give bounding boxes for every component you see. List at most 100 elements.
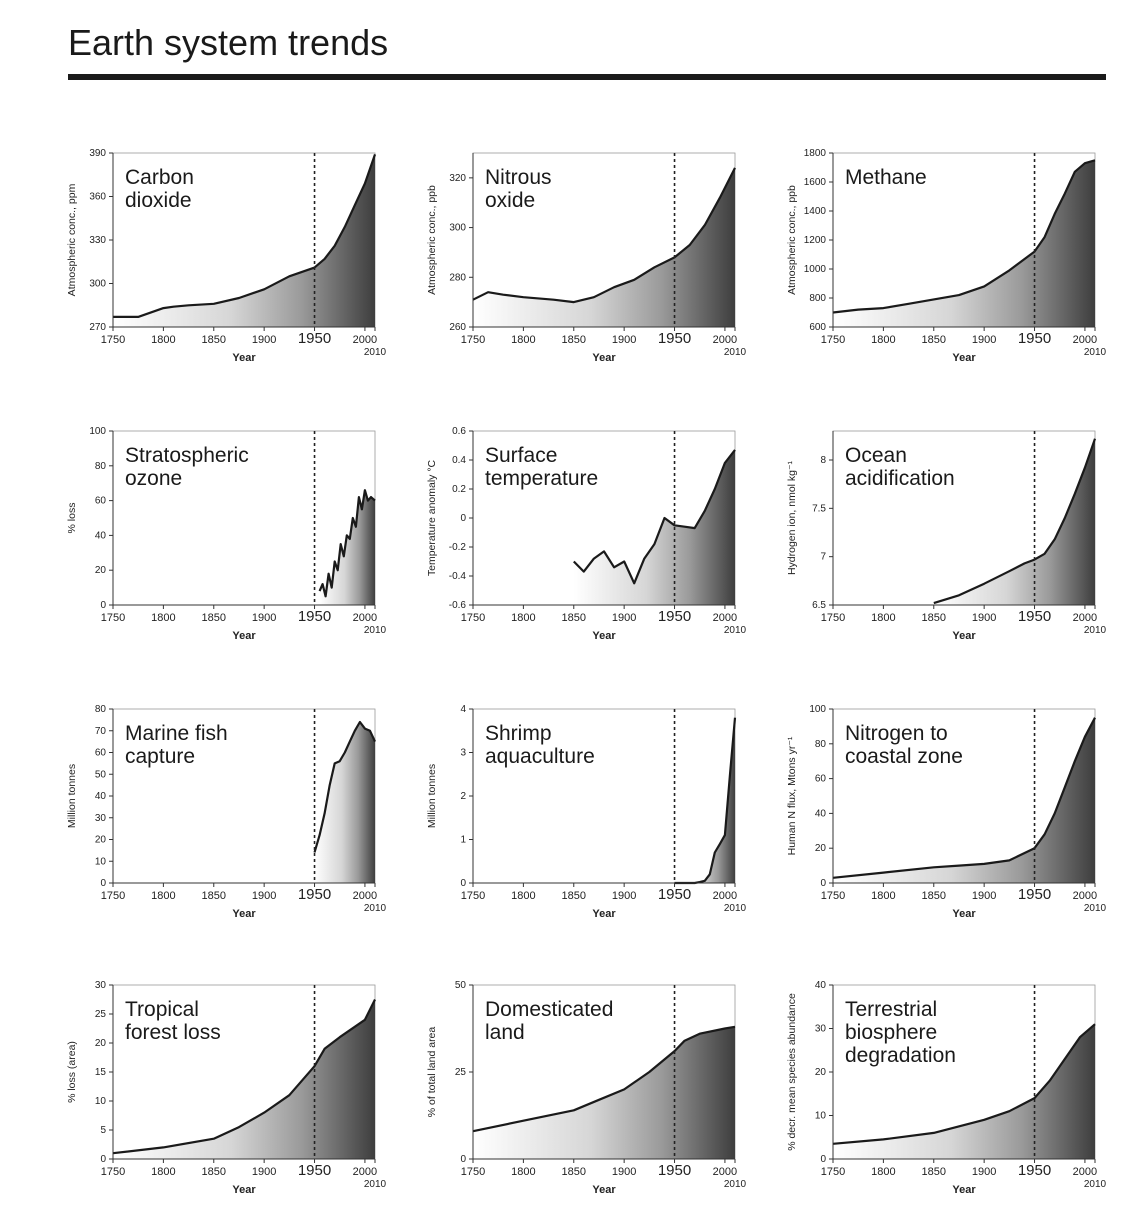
x-tick-label: 1800 (511, 890, 535, 902)
x-axis-label: Year (952, 1184, 976, 1196)
x-tick-label: 1750 (461, 334, 485, 346)
x-tick-label: 1750 (461, 612, 485, 624)
y-tick-label: 1 (460, 835, 466, 846)
x-axis-label: Year (592, 908, 616, 920)
x-tick-label: 1750 (461, 1166, 485, 1178)
y-tick-label: 25 (95, 1009, 107, 1020)
series-area (674, 717, 735, 883)
x-end-tick-label: 2010 (724, 1179, 747, 1190)
y-tick-label: 300 (89, 279, 106, 290)
x-tick-label: 1950 (298, 608, 331, 625)
chart-title-line: Methane (845, 166, 927, 189)
x-tick-label: 1850 (922, 890, 946, 902)
x-tick-label: 1850 (922, 612, 946, 624)
x-tick-label: 1750 (821, 1166, 845, 1178)
y-tick-label: 270 (89, 322, 106, 333)
x-tick-label: 1900 (252, 890, 276, 902)
y-tick-label: 40 (815, 980, 827, 991)
x-tick-label: 1750 (821, 890, 845, 902)
x-tick-label: 1800 (871, 334, 895, 346)
y-tick-label: 330 (89, 235, 106, 246)
y-tick-label: 60 (95, 748, 107, 759)
x-tick-label: 1850 (202, 612, 226, 624)
y-axis-label: Human N flux, Mtons yr⁻¹ (786, 736, 798, 855)
y-tick-label: 1600 (804, 177, 827, 188)
chart-panel: 270 300 330 360 390 1750 1800 1850 1900 1950 20002… (66, 148, 387, 364)
x-tick-label: 1950 (1018, 886, 1051, 903)
chart-title-line: Nitrogen to (845, 722, 948, 745)
x-tick-label: 1800 (871, 612, 895, 624)
x-axis-label: Year (952, 352, 976, 364)
y-tick-label: 50 (95, 769, 107, 780)
y-tick-label: -0.2 (449, 542, 467, 553)
x-end-tick-label: 2010 (364, 903, 387, 914)
y-tick-label: 0.4 (452, 455, 466, 466)
chart-title-line: degradation (845, 1044, 956, 1067)
y-tick-label: 1800 (804, 148, 827, 159)
series-line (472, 167, 736, 304)
x-tick-label: 1800 (871, 1166, 895, 1178)
series-line (472, 1025, 736, 1133)
series-area (113, 154, 375, 327)
y-axis-label: % loss (66, 503, 78, 534)
x-tick-label: 1800 (511, 612, 535, 624)
series-area (833, 717, 1095, 883)
y-tick-label: 0.6 (452, 426, 466, 437)
series-area (473, 167, 735, 327)
y-tick-label: 0 (460, 513, 466, 524)
y-tick-label: 0 (100, 600, 106, 611)
x-tick-label: 1950 (298, 1162, 331, 1179)
chart-title-line: aquaculture (485, 745, 595, 768)
x-axis-label: Year (592, 1184, 616, 1196)
series-line (318, 489, 376, 598)
x-end-tick-label: 2010 (364, 625, 387, 636)
x-tick-label: 1950 (658, 1162, 691, 1179)
x-axis-label: Year (232, 908, 256, 920)
chart-title-line: Domesticated (485, 998, 613, 1021)
x-tick-label: 1850 (202, 890, 226, 902)
chart-panel: 0 20 40 60 80 100 1750 1800 1850 1900 1950 20002010… (66, 426, 387, 642)
chart-title-line: ozone (125, 467, 182, 490)
y-tick-label: 50 (455, 980, 467, 991)
y-tick-label: 3 (460, 748, 466, 759)
y-tick-label: 70 (95, 726, 107, 737)
x-tick-label: 1800 (151, 612, 175, 624)
x-tick-label: 1850 (562, 612, 586, 624)
chart-title-line: coastal zone (845, 745, 963, 768)
x-tick-label: 2000 (1073, 612, 1097, 624)
y-tick-label: 20 (815, 843, 827, 854)
series-area (573, 449, 735, 605)
x-tick-label: 1750 (821, 612, 845, 624)
series-area (314, 722, 375, 883)
x-tick-label: 2000 (713, 1166, 737, 1178)
x-tick-label: 1800 (151, 334, 175, 346)
y-axis-label: Atmospheric conc., ppb (786, 185, 798, 295)
y-tick-label: 80 (95, 461, 107, 472)
x-tick-label: 1950 (658, 886, 691, 903)
y-tick-label: 0.2 (452, 484, 466, 495)
x-tick-label: 1750 (101, 1166, 125, 1178)
y-tick-label: 15 (95, 1067, 107, 1078)
x-end-tick-label: 2010 (1084, 347, 1107, 358)
y-tick-label: 0 (820, 878, 826, 889)
y-tick-label: 40 (95, 530, 107, 541)
y-tick-label: 80 (95, 704, 107, 715)
y-tick-label: 2 (460, 791, 466, 802)
x-end-tick-label: 2010 (724, 347, 747, 358)
y-tick-label: 20 (95, 835, 107, 846)
y-tick-label: 0 (820, 1154, 826, 1165)
x-tick-label: 2000 (353, 1166, 377, 1178)
y-tick-label: -0.4 (449, 571, 467, 582)
x-tick-label: 2000 (713, 334, 737, 346)
chart-panel: -0.6 -0.4 -0.2 0 0.2 0.4 0.6 1750 1800 1850 1900 19… (426, 426, 747, 642)
x-tick-label: 1950 (1018, 1162, 1051, 1179)
chart-title-line: Ocean (845, 444, 907, 467)
y-tick-label: 60 (95, 496, 107, 507)
y-axis-label: % decr. mean species abundance (786, 993, 798, 1151)
chart-panel: 0 20 40 60 80 100 1750 1800 1850 1900 1950 20002010… (786, 704, 1107, 920)
x-tick-label: 2000 (353, 890, 377, 902)
series-area (319, 490, 375, 605)
x-tick-label: 1950 (658, 330, 691, 347)
y-tick-label: 4 (460, 704, 466, 715)
